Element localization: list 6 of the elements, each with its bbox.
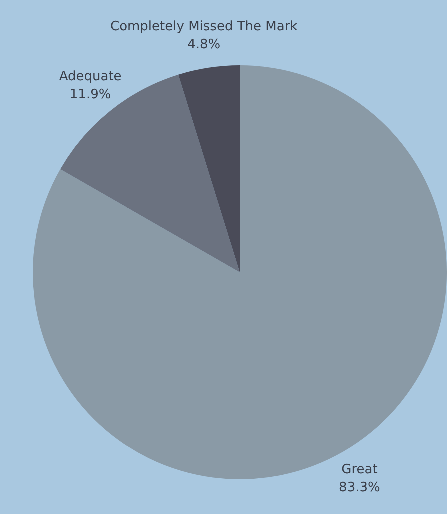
slice-label: Great (342, 462, 378, 478)
slice-label: Adequate (59, 69, 122, 84)
data-label: 83.3% (339, 480, 380, 496)
data-label: 4.8% (188, 38, 221, 53)
data-label: 11.9% (70, 87, 112, 102)
slice-label: Completely Missed The Mark (110, 20, 298, 35)
